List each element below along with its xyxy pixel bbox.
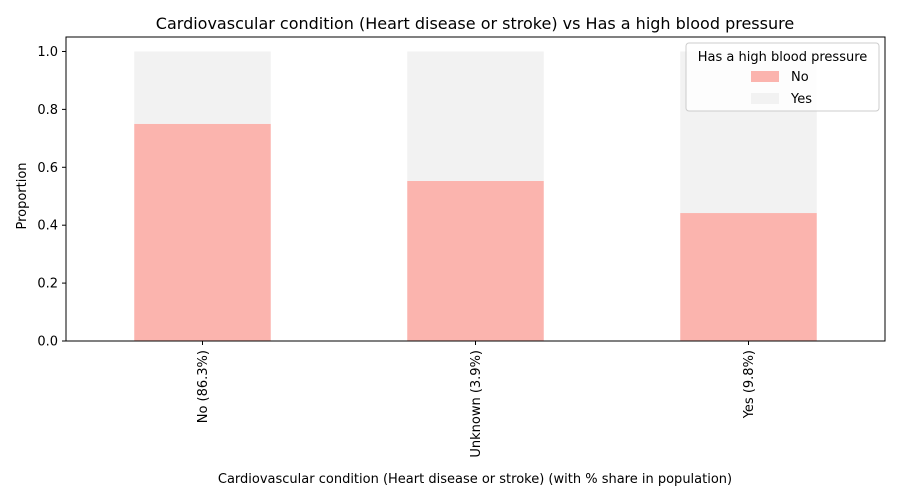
axes-layer: 0.0 0.2 0.4 0.6 0.8 1.0 No (86.3%) Unknown (3.9… (37, 36, 886, 458)
bar-yes-1 (407, 51, 544, 181)
legend: Has a high blood pressure No Yes (685, 42, 880, 112)
x-axis-label: Cardiovascular condition (Heart disease … (218, 472, 732, 487)
x-tick-label: Unknown (3.9%) (469, 350, 484, 458)
legend-label-no: No (791, 70, 809, 85)
y-tick-label: 0.6 (37, 161, 58, 176)
bar-no-0 (134, 123, 271, 341)
bar-no-1 (407, 180, 544, 341)
y-axis-label: Proportion (15, 162, 30, 229)
x-tick-label: No (86.3%) (196, 350, 211, 423)
bar-yes-0 (134, 51, 271, 124)
y-tick-label: 0.0 (37, 335, 58, 350)
y-tick-label: 0.8 (37, 103, 58, 118)
x-tick-label: Yes (9.8%) (742, 350, 757, 419)
legend-swatch-yes (751, 93, 779, 104)
chart-title: Cardiovascular condition (Heart disease … (156, 14, 794, 33)
legend-swatch-no (751, 71, 779, 82)
y-tick-label: 1.0 (37, 45, 58, 60)
bars-layer (134, 51, 817, 341)
legend-label-yes: Yes (790, 92, 812, 107)
legend-box (685, 42, 880, 112)
legend-title: Has a high blood pressure (698, 50, 868, 65)
y-tick-label: 0.2 (37, 277, 58, 292)
y-tick-label: 0.4 (37, 219, 58, 234)
bar-no-2 (680, 213, 817, 341)
